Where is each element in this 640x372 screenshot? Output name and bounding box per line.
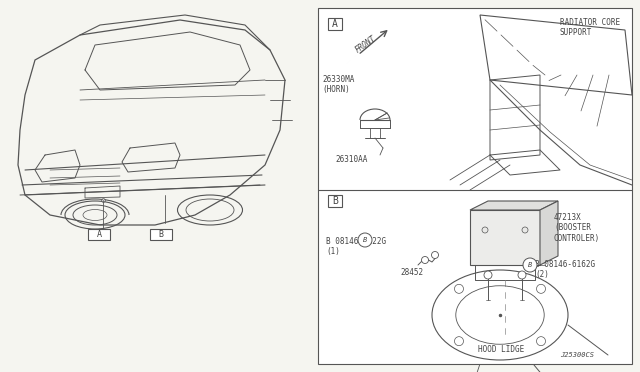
Bar xyxy=(328,18,342,30)
Circle shape xyxy=(358,233,372,247)
Circle shape xyxy=(431,251,438,259)
Text: 26330MA
(HORN): 26330MA (HORN) xyxy=(322,75,355,94)
Text: A: A xyxy=(97,230,102,239)
Text: A: A xyxy=(332,19,338,29)
Text: RADIATOR CORE
SUPPORT: RADIATOR CORE SUPPORT xyxy=(560,18,620,38)
Bar xyxy=(318,8,632,364)
Circle shape xyxy=(536,337,545,346)
Circle shape xyxy=(422,257,429,263)
Circle shape xyxy=(454,284,463,294)
Circle shape xyxy=(482,227,488,233)
Bar xyxy=(328,195,342,207)
Text: B: B xyxy=(528,262,532,268)
Polygon shape xyxy=(540,201,558,265)
Text: 26310AA: 26310AA xyxy=(335,155,367,164)
Polygon shape xyxy=(470,210,540,265)
Text: B: B xyxy=(363,237,367,243)
Text: B: B xyxy=(332,196,338,206)
Bar xyxy=(150,229,172,240)
Text: HOOD LIDGE: HOOD LIDGE xyxy=(478,345,524,354)
Circle shape xyxy=(536,284,545,294)
Circle shape xyxy=(518,271,526,279)
Circle shape xyxy=(484,271,492,279)
Circle shape xyxy=(522,227,528,233)
Bar xyxy=(88,229,110,240)
Text: B: B xyxy=(159,230,163,239)
Text: 28452: 28452 xyxy=(400,268,423,277)
Text: J25300CS: J25300CS xyxy=(560,352,594,358)
Text: B 08146-6162G
(2): B 08146-6162G (2) xyxy=(535,260,595,279)
Circle shape xyxy=(523,258,537,272)
Circle shape xyxy=(454,337,463,346)
Text: 47213X
(BOOSTER
CONTROLER): 47213X (BOOSTER CONTROLER) xyxy=(554,213,600,243)
Text: FRONT: FRONT xyxy=(354,34,378,55)
Text: B 08146-6122G
(1): B 08146-6122G (1) xyxy=(326,237,386,256)
Polygon shape xyxy=(470,201,558,210)
